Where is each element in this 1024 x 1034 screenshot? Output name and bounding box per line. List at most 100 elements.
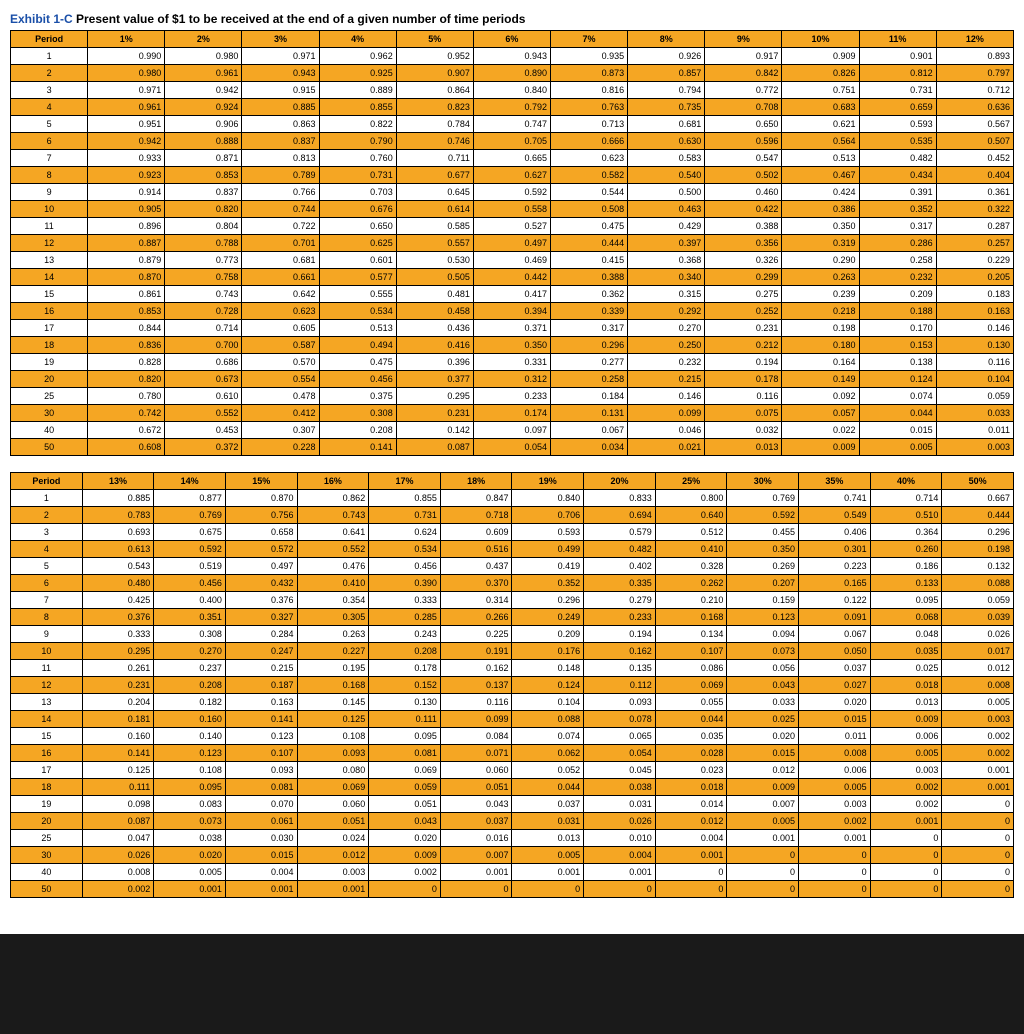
value-cell: 0.020: [154, 847, 226, 864]
value-cell: 0.263: [297, 626, 369, 643]
value-cell: 0.038: [584, 779, 656, 796]
value-cell: 0.694: [584, 507, 656, 524]
value-cell: 0.455: [727, 524, 799, 541]
value-cell: 0.879: [88, 252, 165, 269]
value-cell: 0.266: [440, 609, 512, 626]
value-cell: 0.579: [584, 524, 656, 541]
value-cell: 0.183: [936, 286, 1013, 303]
period-cell: 6: [11, 133, 88, 150]
value-cell: 0.783: [82, 507, 154, 524]
value-cell: 0.005: [154, 864, 226, 881]
value-cell: 0.467: [782, 167, 859, 184]
value-cell: 0.142: [396, 422, 473, 439]
value-cell: 0.853: [88, 303, 165, 320]
value-cell: 0.044: [512, 779, 584, 796]
value-cell: 0.425: [82, 592, 154, 609]
value-cell: 0: [870, 864, 942, 881]
value-cell: 0.823: [396, 99, 473, 116]
value-cell: 0.095: [154, 779, 226, 796]
rate-header: 35%: [799, 473, 871, 490]
value-cell: 0.095: [369, 728, 441, 745]
value-cell: 0.227: [297, 643, 369, 660]
value-cell: 0.926: [628, 48, 705, 65]
value-cell: 0.044: [655, 711, 727, 728]
value-cell: 0.350: [473, 337, 550, 354]
value-cell: 0.124: [859, 371, 936, 388]
value-cell: 0.045: [584, 762, 656, 779]
value-cell: 0.111: [82, 779, 154, 796]
value-cell: 0.002: [942, 745, 1014, 762]
value-cell: 0.756: [225, 507, 297, 524]
value-cell: 0.444: [550, 235, 627, 252]
table-row: 90.9140.8370.7660.7030.6450.5920.5440.50…: [11, 184, 1014, 201]
value-cell: 0.760: [319, 150, 396, 167]
value-cell: 0.191: [440, 643, 512, 660]
value-cell: 0.610: [165, 388, 242, 405]
value-cell: 0.390: [369, 575, 441, 592]
value-cell: 0.170: [859, 320, 936, 337]
value-cell: 0.857: [628, 65, 705, 82]
value-cell: 0.889: [319, 82, 396, 99]
value-cell: 0.295: [396, 388, 473, 405]
value-cell: 0.176: [512, 643, 584, 660]
value-cell: 0.333: [82, 626, 154, 643]
table-row: 170.8440.7140.6050.5130.4360.3710.3170.2…: [11, 320, 1014, 337]
value-cell: 0.208: [369, 643, 441, 660]
value-cell: 0.510: [870, 507, 942, 524]
value-cell: 0.394: [473, 303, 550, 320]
rate-header: 15%: [225, 473, 297, 490]
value-cell: 0.104: [936, 371, 1013, 388]
value-cell: 0.722: [242, 218, 319, 235]
value-cell: 0.231: [82, 677, 154, 694]
value-cell: 0.052: [512, 762, 584, 779]
period-cell: 5: [11, 558, 83, 575]
value-cell: 0.743: [297, 507, 369, 524]
table-row: 10.8850.8770.8700.8620.8550.8470.8400.83…: [11, 490, 1014, 507]
value-cell: 0.773: [165, 252, 242, 269]
value-cell: 0.828: [88, 354, 165, 371]
value-cell: 0.328: [655, 558, 727, 575]
value-cell: 0.636: [936, 99, 1013, 116]
table-row: 250.7800.6100.4780.3750.2950.2330.1840.1…: [11, 388, 1014, 405]
value-cell: 0.429: [628, 218, 705, 235]
value-cell: 0.138: [859, 354, 936, 371]
value-cell: 0.005: [870, 745, 942, 762]
value-cell: 0.002: [870, 779, 942, 796]
value-cell: 0.051: [297, 813, 369, 830]
value-cell: 0.708: [705, 99, 782, 116]
period-cell: 6: [11, 575, 83, 592]
value-cell: 0.025: [870, 660, 942, 677]
value-cell: 0.033: [727, 694, 799, 711]
value-cell: 0.659: [859, 99, 936, 116]
value-cell: 0.735: [628, 99, 705, 116]
value-cell: 0.243: [369, 626, 441, 643]
value-cell: 0.263: [782, 269, 859, 286]
value-cell: 0.494: [319, 337, 396, 354]
value-cell: 0.209: [512, 626, 584, 643]
value-cell: 0.275: [705, 286, 782, 303]
value-cell: 0.232: [859, 269, 936, 286]
value-cell: 0.703: [319, 184, 396, 201]
value-cell: 0.093: [225, 762, 297, 779]
value-cell: 0.099: [628, 405, 705, 422]
value-cell: 0: [512, 881, 584, 898]
value-cell: 0.980: [88, 65, 165, 82]
value-cell: 0.257: [936, 235, 1013, 252]
value-cell: 0: [655, 864, 727, 881]
rate-header: 1%: [88, 31, 165, 48]
value-cell: 0.623: [242, 303, 319, 320]
table-row: 50.9510.9060.8630.8220.7840.7470.7130.68…: [11, 116, 1014, 133]
value-cell: 0.769: [727, 490, 799, 507]
table-row: 90.3330.3080.2840.2630.2430.2250.2090.19…: [11, 626, 1014, 643]
value-cell: 0.836: [88, 337, 165, 354]
value-cell: 0.009: [727, 779, 799, 796]
value-cell: 0.478: [242, 388, 319, 405]
value-cell: 0.456: [154, 575, 226, 592]
value-cell: 0.204: [82, 694, 154, 711]
value-cell: 0.333: [369, 592, 441, 609]
value-cell: 0.262: [655, 575, 727, 592]
table-row: 200.8200.6730.5540.4560.3770.3120.2580.2…: [11, 371, 1014, 388]
value-cell: 0.208: [154, 677, 226, 694]
value-cell: 0.961: [165, 65, 242, 82]
value-cell: 0.686: [165, 354, 242, 371]
